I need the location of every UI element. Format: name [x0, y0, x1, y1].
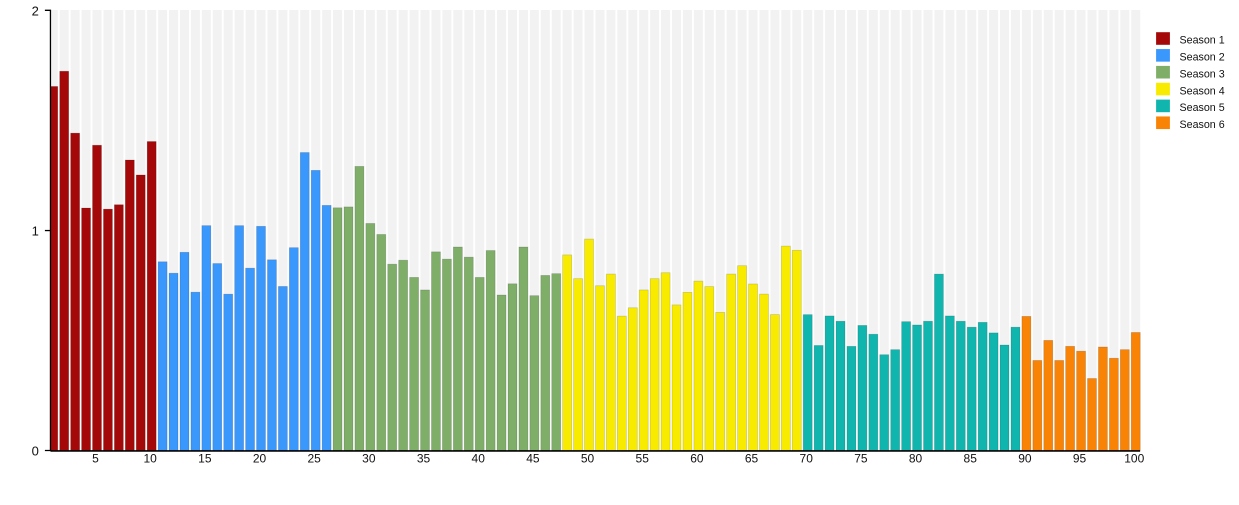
svg-text:5: 5 — [92, 452, 99, 466]
svg-text:50: 50 — [581, 452, 595, 466]
svg-text:10: 10 — [144, 452, 158, 466]
svg-text:Season 2: Season 2 — [1180, 52, 1225, 64]
svg-text:20: 20 — [253, 452, 267, 466]
svg-text:80: 80 — [909, 452, 923, 466]
svg-text:40: 40 — [472, 452, 486, 466]
svg-text:55: 55 — [636, 452, 650, 466]
svg-text:85: 85 — [964, 452, 978, 466]
svg-text:95: 95 — [1073, 452, 1087, 466]
svg-text:15: 15 — [198, 452, 212, 466]
svg-text:100: 100 — [1124, 452, 1144, 466]
svg-text:30: 30 — [362, 452, 376, 466]
svg-text:65: 65 — [745, 452, 759, 466]
svg-text:0: 0 — [32, 444, 39, 459]
svg-text:Season 1: Season 1 — [1180, 35, 1225, 47]
svg-text:25: 25 — [308, 452, 322, 466]
svg-text:2: 2 — [32, 4, 39, 19]
svg-text:70: 70 — [800, 452, 814, 466]
svg-text:45: 45 — [526, 452, 540, 466]
svg-text:Season 4: Season 4 — [1180, 85, 1225, 97]
svg-text:1: 1 — [32, 224, 39, 239]
svg-text:75: 75 — [854, 452, 868, 466]
svg-text:Season 6: Season 6 — [1180, 119, 1225, 131]
svg-text:90: 90 — [1018, 452, 1032, 466]
svg-text:35: 35 — [417, 452, 431, 466]
svg-text:Season 5: Season 5 — [1180, 102, 1225, 114]
svg-text:60: 60 — [690, 452, 704, 466]
svg-text:Season 3: Season 3 — [1180, 68, 1225, 80]
